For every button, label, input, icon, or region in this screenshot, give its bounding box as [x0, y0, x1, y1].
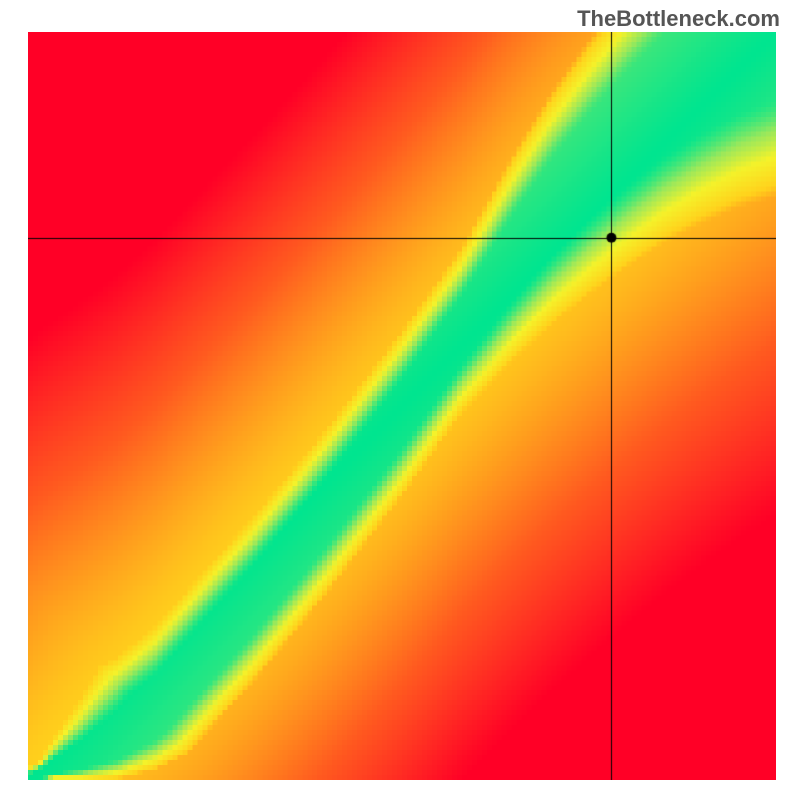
watermark-text: TheBottleneck.com	[577, 6, 780, 32]
crosshair-overlay	[28, 32, 776, 780]
chart-container: TheBottleneck.com	[0, 0, 800, 800]
